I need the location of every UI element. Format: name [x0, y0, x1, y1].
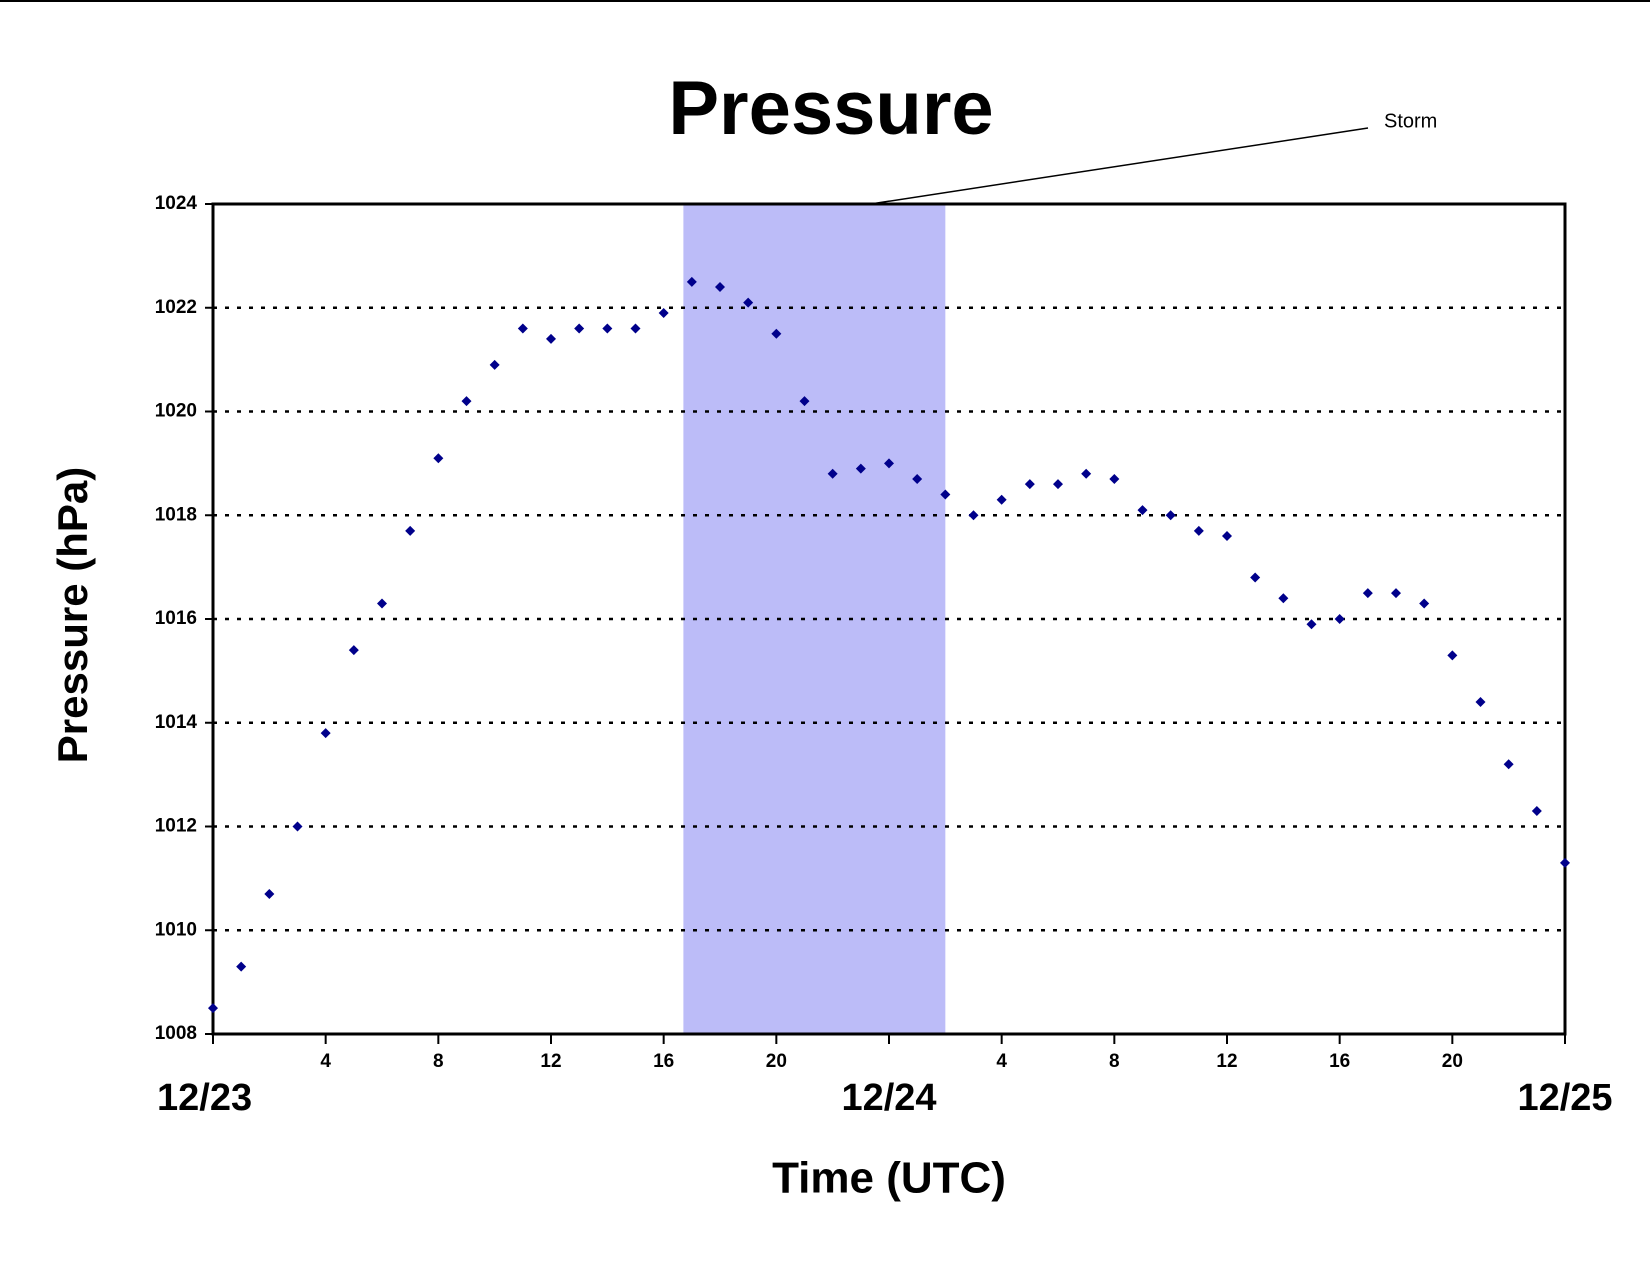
y-axis-title: Pressure (hPa) [49, 467, 96, 763]
y-tick-label: 1016 [155, 608, 197, 629]
data-point [208, 1003, 218, 1014]
y-tick-label: 1008 [155, 1023, 197, 1044]
data-point [884, 458, 894, 469]
data-point [1278, 593, 1289, 604]
data-point [1109, 473, 1120, 484]
x-tick-label: 20 [1442, 1051, 1463, 1072]
data-point [1391, 588, 1401, 599]
data-point [1250, 572, 1261, 583]
data-point [1222, 531, 1232, 541]
data-point [1447, 650, 1458, 661]
data-point [236, 961, 247, 972]
data-point [771, 328, 782, 339]
data-point [1560, 857, 1570, 868]
y-tick-label: 1014 [155, 712, 198, 733]
data-point [405, 525, 416, 536]
x-tick-label: 16 [1329, 1051, 1350, 1072]
data-point [1475, 697, 1486, 707]
y-tick-label: 1018 [155, 504, 197, 525]
date-label: 12/23 [157, 1077, 252, 1119]
data-point [940, 489, 951, 500]
data-point [320, 728, 331, 739]
data-point [855, 463, 866, 474]
x-tick-label: 8 [433, 1051, 444, 1072]
data-point [433, 453, 444, 464]
plot-frame [211, 202, 1567, 1036]
data-point [1306, 619, 1317, 630]
data-point [461, 396, 472, 407]
data-point [630, 323, 641, 334]
data-point [658, 307, 669, 318]
chart-title: Pressure [668, 66, 993, 151]
data-point [827, 468, 838, 479]
x-tick-label: 8 [1109, 1051, 1120, 1072]
data-point [1334, 614, 1345, 624]
x-tick-label: 4 [320, 1051, 331, 1072]
x-tick-label: 4 [996, 1051, 1007, 1072]
date-label: 12/24 [841, 1077, 936, 1119]
data-point [715, 282, 725, 292]
data-point [574, 323, 585, 334]
data-point [1193, 525, 1204, 536]
data-point [799, 396, 810, 407]
date-label: 12/25 [1517, 1077, 1612, 1119]
data-point [1503, 759, 1514, 770]
x-axis-title: Time (UTC) [772, 1154, 1006, 1203]
data-point [292, 821, 303, 832]
y-tick-label: 1020 [155, 401, 197, 422]
annotation-label: Storm [1384, 110, 1437, 132]
data-point [912, 473, 923, 484]
y-tick-label: 1022 [155, 297, 197, 318]
data-point [546, 333, 556, 344]
data-point [517, 323, 528, 334]
y-tick-label: 1010 [155, 919, 197, 940]
y-tick-label: 1024 [155, 193, 198, 214]
data-point [996, 494, 1007, 505]
data-point [264, 888, 275, 899]
data-point [1165, 510, 1176, 521]
x-tick-label: 16 [653, 1051, 674, 1072]
data-point [1362, 588, 1373, 599]
data-point [489, 359, 500, 370]
x-tick-label: 20 [766, 1051, 787, 1072]
x-tick-label: 12 [540, 1051, 561, 1072]
data-point [1137, 505, 1148, 516]
annotation-leader [870, 127, 1369, 205]
data-point [1531, 805, 1542, 816]
data-point [968, 510, 979, 521]
y-tick-label: 1012 [155, 816, 197, 837]
x-tick-label: 12 [1216, 1051, 1237, 1072]
data-point [1419, 598, 1430, 609]
data-point [1024, 479, 1035, 490]
data-point [686, 276, 697, 287]
data-point [1081, 468, 1092, 479]
data-point [743, 297, 754, 308]
data-point [348, 645, 359, 656]
data-point [1053, 479, 1063, 490]
data-point [377, 598, 387, 609]
data-point [602, 323, 613, 334]
